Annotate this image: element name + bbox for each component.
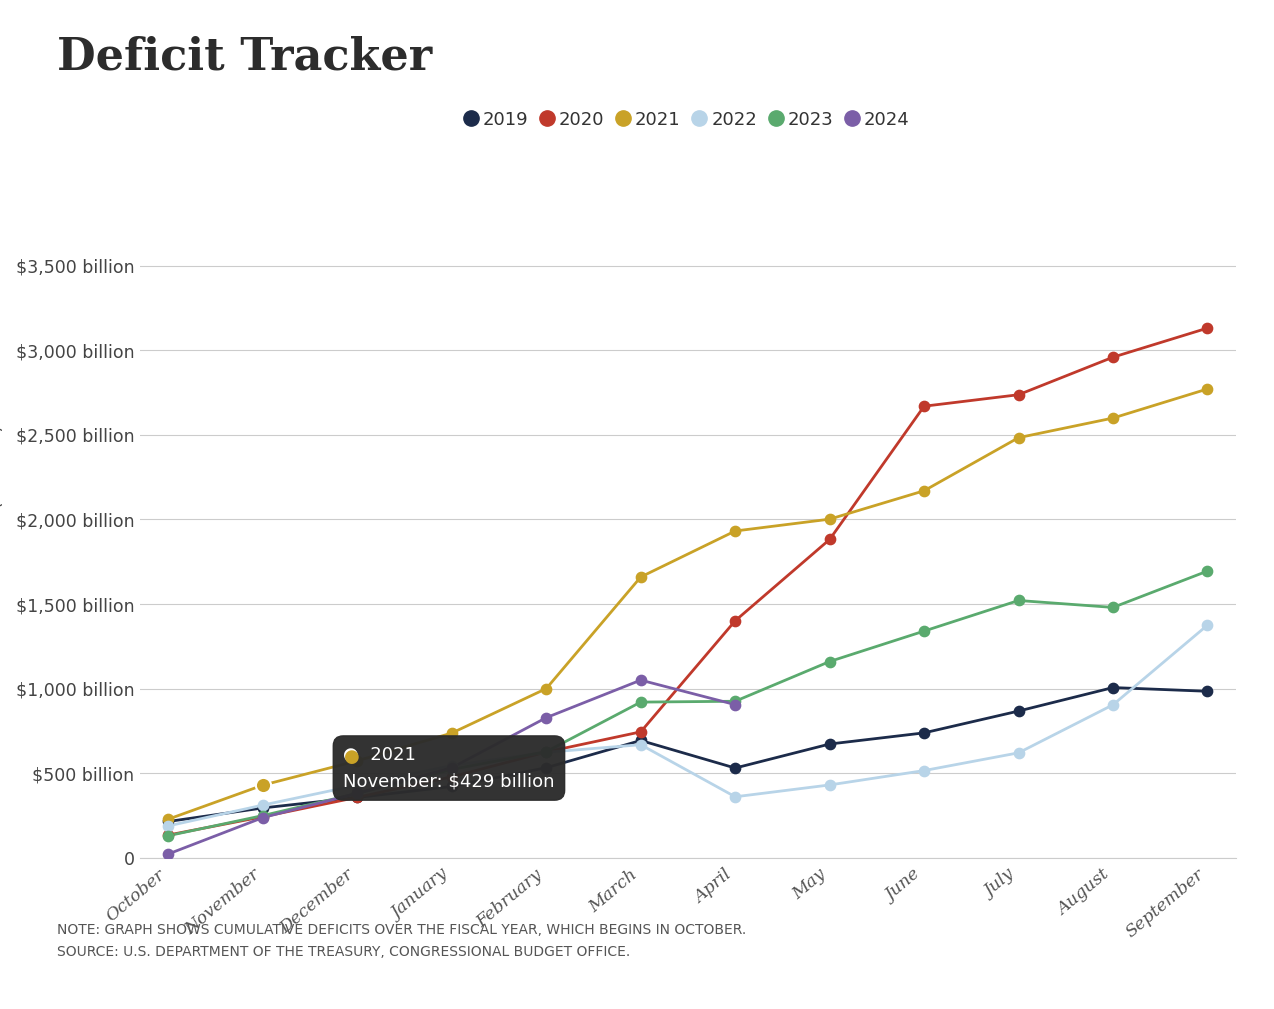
Point bbox=[252, 800, 273, 816]
Point bbox=[631, 723, 651, 740]
Point bbox=[252, 777, 273, 793]
Point bbox=[725, 760, 745, 776]
Point bbox=[725, 612, 745, 629]
Point bbox=[725, 789, 745, 805]
Point bbox=[1008, 703, 1028, 719]
Point bbox=[913, 482, 934, 498]
Point bbox=[725, 693, 745, 709]
Point bbox=[536, 760, 557, 776]
Point bbox=[1103, 349, 1124, 365]
Point bbox=[819, 777, 840, 793]
Point bbox=[1198, 381, 1218, 398]
Point bbox=[725, 523, 745, 539]
Text: NOTE: GRAPH SHOWS CUMULATIVE DEFICITS OVER THE FISCAL YEAR, WHICH BEGINS IN OCTO: NOTE: GRAPH SHOWS CUMULATIVE DEFICITS OV… bbox=[57, 923, 747, 937]
Point bbox=[348, 777, 368, 793]
Y-axis label: Billions of Dollars (nominal): Billions of Dollars (nominal) bbox=[0, 425, 5, 665]
Text: SOURCE: U.S. DEPARTMENT OF THE TREASURY, CONGRESSIONAL BUDGET OFFICE.: SOURCE: U.S. DEPARTMENT OF THE TREASURY,… bbox=[57, 945, 631, 960]
Point bbox=[1103, 679, 1124, 695]
Point bbox=[631, 569, 651, 585]
Point bbox=[348, 789, 368, 805]
Point bbox=[442, 762, 462, 778]
Point bbox=[442, 778, 462, 794]
Point bbox=[913, 724, 934, 741]
Point bbox=[536, 744, 557, 760]
Point bbox=[1198, 683, 1218, 699]
Point bbox=[158, 817, 178, 833]
Point bbox=[348, 753, 368, 769]
Point bbox=[442, 725, 462, 742]
Point bbox=[1103, 410, 1124, 426]
Point bbox=[819, 532, 840, 548]
Point bbox=[631, 694, 651, 710]
Point bbox=[819, 736, 840, 752]
Point bbox=[348, 785, 368, 801]
Point bbox=[1008, 386, 1028, 403]
Point bbox=[158, 813, 178, 829]
Point bbox=[442, 769, 462, 785]
Point bbox=[158, 827, 178, 844]
Point bbox=[252, 809, 273, 825]
Point bbox=[1008, 430, 1028, 446]
Point bbox=[1103, 697, 1124, 713]
Point bbox=[1198, 618, 1218, 634]
Point bbox=[348, 789, 368, 805]
Point bbox=[1008, 745, 1028, 761]
Point bbox=[631, 737, 651, 753]
Point bbox=[442, 760, 462, 776]
Point bbox=[252, 807, 273, 823]
Point bbox=[158, 827, 178, 844]
Text: ●: ● bbox=[344, 748, 359, 766]
Point bbox=[536, 709, 557, 725]
Point bbox=[819, 654, 840, 670]
Point bbox=[348, 785, 368, 801]
Text: ●  2021
November: $429 billion: ● 2021 November: $429 billion bbox=[343, 746, 554, 790]
Point bbox=[631, 672, 651, 688]
Point bbox=[913, 763, 934, 779]
Point bbox=[536, 680, 557, 696]
Point bbox=[252, 808, 273, 824]
Text: Deficit Tracker: Deficit Tracker bbox=[57, 35, 432, 79]
Point bbox=[158, 811, 178, 827]
Point bbox=[819, 512, 840, 528]
Point bbox=[913, 399, 934, 415]
Point bbox=[1008, 592, 1028, 608]
Point bbox=[252, 797, 273, 813]
Point bbox=[158, 846, 178, 862]
Point bbox=[442, 758, 462, 774]
Point bbox=[536, 744, 557, 760]
Point bbox=[252, 777, 273, 793]
Legend: 2019, 2020, 2021, 2022, 2023, 2024: 2019, 2020, 2021, 2022, 2023, 2024 bbox=[459, 104, 917, 136]
Point bbox=[1198, 320, 1218, 336]
Point bbox=[725, 696, 745, 712]
Point bbox=[1198, 563, 1218, 579]
Point bbox=[1103, 599, 1124, 615]
Point bbox=[631, 733, 651, 749]
Point bbox=[913, 623, 934, 639]
Point bbox=[536, 745, 557, 761]
